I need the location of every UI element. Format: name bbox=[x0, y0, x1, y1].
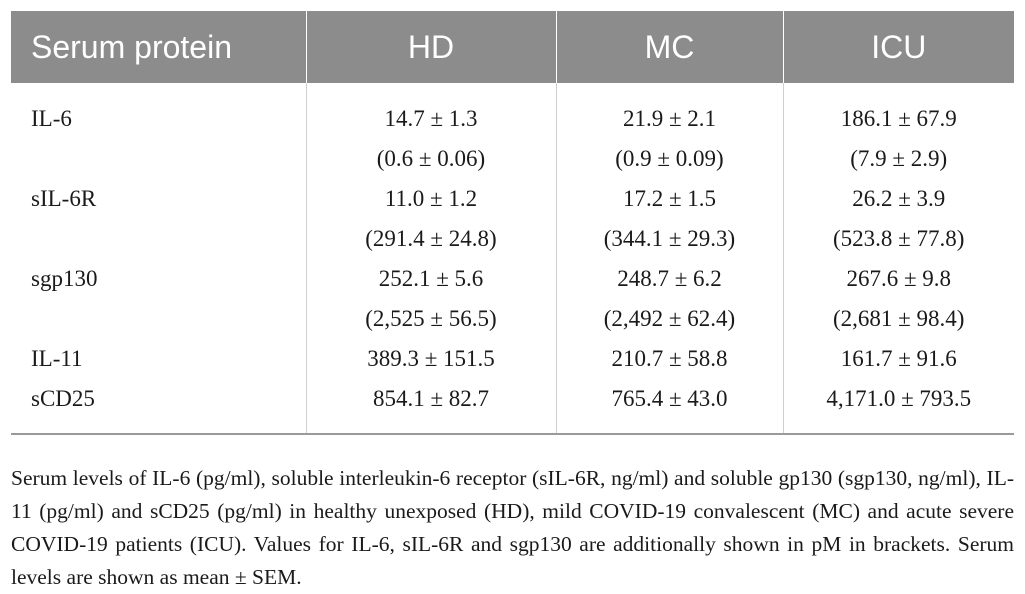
row-label: IL-6 bbox=[31, 106, 72, 131]
header-hd: HD bbox=[305, 11, 556, 83]
data-table-container: Serum protein HD MC ICU IL-6 14.7 ± 1.3 … bbox=[11, 11, 1014, 435]
cell-icu: (7.9 ± 2.9) bbox=[782, 139, 1014, 179]
table-row: (291.4 ± 24.8) (344.1 ± 29.3) (523.8 ± 7… bbox=[11, 219, 1014, 259]
cell-mc: (0.9 ± 0.09) bbox=[555, 139, 783, 179]
cell-mc: 210.7 ± 58.8 bbox=[555, 339, 783, 379]
header-serum-protein: Serum protein bbox=[11, 11, 306, 83]
table-body: IL-6 14.7 ± 1.3 21.9 ± 2.1 186.1 ± 67.9 … bbox=[11, 83, 1014, 433]
header-mc: MC bbox=[555, 11, 783, 83]
header-icu: ICU bbox=[782, 11, 1014, 83]
table-header: Serum protein HD MC ICU bbox=[11, 11, 1014, 83]
cell-mc: 21.9 ± 2.1 bbox=[555, 83, 783, 139]
row-label: IL-11 bbox=[31, 346, 83, 371]
cell-icu: 26.2 ± 3.9 bbox=[782, 179, 1014, 219]
row-label bbox=[11, 299, 306, 339]
cell-hd: 854.1 ± 82.7 bbox=[305, 379, 556, 433]
table-row: (2,525 ± 56.5) (2,492 ± 62.4) (2,681 ± 9… bbox=[11, 299, 1014, 339]
serum-protein-table: Serum protein HD MC ICU IL-6 14.7 ± 1.3 … bbox=[11, 11, 1014, 433]
cell-icu: (523.8 ± 77.8) bbox=[782, 219, 1014, 259]
row-label: sCD25 bbox=[31, 386, 95, 411]
cell-mc: 248.7 ± 6.2 bbox=[555, 259, 783, 299]
row-label: sgp130 bbox=[31, 266, 98, 291]
table-bottom-rule bbox=[11, 433, 1014, 435]
row-label: sIL-6R bbox=[31, 186, 97, 211]
row-label bbox=[11, 139, 306, 179]
cell-mc: (344.1 ± 29.3) bbox=[555, 219, 783, 259]
cell-hd: 14.7 ± 1.3 bbox=[305, 83, 556, 139]
cell-icu: 161.7 ± 91.6 bbox=[782, 339, 1014, 379]
table-row: sIL-6R 11.0 ± 1.2 17.2 ± 1.5 26.2 ± 3.9 bbox=[11, 179, 1014, 219]
cell-hd: (0.6 ± 0.06) bbox=[305, 139, 556, 179]
table-row: IL-11 389.3 ± 151.5 210.7 ± 58.8 161.7 ±… bbox=[11, 339, 1014, 379]
cell-hd: 252.1 ± 5.6 bbox=[305, 259, 556, 299]
cell-icu: 267.6 ± 9.8 bbox=[782, 259, 1014, 299]
table-row: IL-6 14.7 ± 1.3 21.9 ± 2.1 186.1 ± 67.9 bbox=[11, 83, 1014, 139]
cell-icu: 4,171.0 ± 793.5 bbox=[782, 379, 1014, 433]
table-row: sCD25 854.1 ± 82.7 765.4 ± 43.0 4,171.0 … bbox=[11, 379, 1014, 433]
table-row: (0.6 ± 0.06) (0.9 ± 0.09) (7.9 ± 2.9) bbox=[11, 139, 1014, 179]
table-row: sgp130 252.1 ± 5.6 248.7 ± 6.2 267.6 ± 9… bbox=[11, 259, 1014, 299]
cell-icu: (2,681 ± 98.4) bbox=[782, 299, 1014, 339]
header-row: Serum protein HD MC ICU bbox=[11, 11, 1014, 83]
cell-hd: 11.0 ± 1.2 bbox=[305, 179, 556, 219]
cell-mc: 17.2 ± 1.5 bbox=[555, 179, 783, 219]
cell-hd: (2,525 ± 56.5) bbox=[305, 299, 556, 339]
cell-icu: 186.1 ± 67.9 bbox=[782, 83, 1014, 139]
table-caption: Serum levels of IL-6 (pg/ml), soluble in… bbox=[11, 465, 1014, 589]
cell-mc: (2,492 ± 62.4) bbox=[555, 299, 783, 339]
cell-hd: 389.3 ± 151.5 bbox=[305, 339, 556, 379]
row-label bbox=[11, 219, 306, 259]
cell-mc: 765.4 ± 43.0 bbox=[555, 379, 783, 433]
cell-hd: (291.4 ± 24.8) bbox=[305, 219, 556, 259]
